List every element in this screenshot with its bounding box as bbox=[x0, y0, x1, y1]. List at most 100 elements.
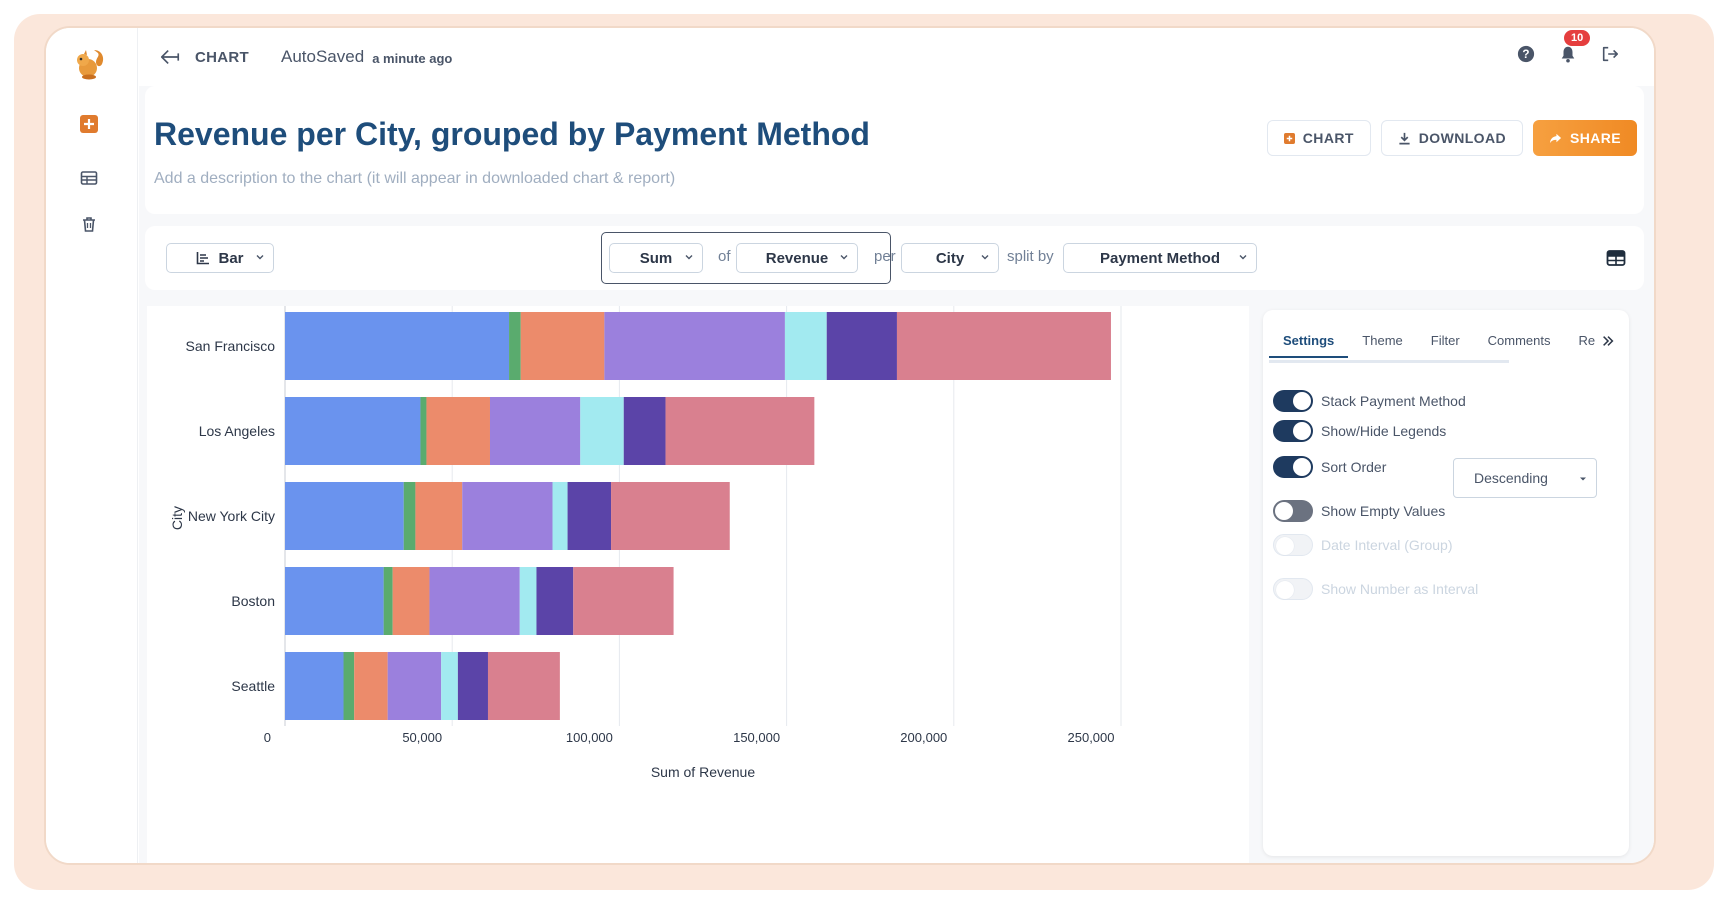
bar-segment-bank-transfer[interactable] bbox=[403, 482, 416, 550]
bar-segment-credit-card[interactable] bbox=[387, 652, 442, 720]
dimension-select[interactable]: City bbox=[901, 243, 999, 273]
bar-segment-stripe[interactable] bbox=[487, 652, 560, 720]
help-icon[interactable]: ? bbox=[1514, 42, 1538, 66]
aggregation-value: Sum bbox=[639, 249, 673, 267]
sort-toggle[interactable] bbox=[1273, 456, 1313, 478]
bar-segment-credit-card[interactable] bbox=[429, 567, 520, 635]
measure-select[interactable]: Revenue bbox=[736, 243, 858, 273]
bar-segment-paypal[interactable] bbox=[567, 482, 612, 550]
sort-order-value: Descending bbox=[1474, 470, 1548, 486]
sort-toggle-row: Sort Order bbox=[1273, 456, 1386, 478]
sort-order-select[interactable]: Descending bbox=[1453, 458, 1597, 498]
bar-segment-paypal[interactable] bbox=[623, 397, 666, 465]
bar-segment-stripe[interactable] bbox=[611, 482, 730, 550]
legend-item[interactable]: Bank transfer bbox=[481, 862, 579, 863]
add-chart-icon[interactable] bbox=[77, 112, 101, 136]
aggregation-select[interactable]: Sum bbox=[609, 243, 703, 273]
settings-panel: Settings Theme Filter Comments Re Stack … bbox=[1263, 310, 1629, 856]
chevron-down-icon bbox=[256, 255, 264, 260]
download-button[interactable]: DOWNLOAD bbox=[1380, 120, 1523, 156]
bar-segment-bank-transfer[interactable] bbox=[509, 312, 521, 380]
bar-segment-bank-transfer[interactable] bbox=[343, 652, 355, 720]
bar-segment-paypal[interactable] bbox=[457, 652, 488, 720]
chart-button[interactable]: CHART bbox=[1266, 120, 1371, 156]
legend-item[interactable]: Credit Card bbox=[671, 862, 758, 863]
share-button[interactable]: SHARE bbox=[1532, 120, 1637, 156]
bar-segment-stripe[interactable] bbox=[896, 312, 1111, 380]
bar-segment-apple-pay[interactable] bbox=[285, 482, 404, 550]
legends-toggle-label: Show/Hide Legends bbox=[1321, 423, 1447, 439]
tab-theme[interactable]: Theme bbox=[1362, 333, 1403, 348]
bar-segment-debit-card[interactable] bbox=[552, 482, 568, 550]
chart-canvas: San Francisco Los Angeles New York City Bos… bbox=[147, 306, 1249, 863]
bar-segment-cash[interactable] bbox=[354, 652, 388, 720]
chart-button-label: CHART bbox=[1302, 130, 1354, 146]
notification-bell-icon[interactable]: 10 bbox=[1556, 30, 1591, 66]
bar-segment-apple-pay[interactable] bbox=[285, 312, 510, 380]
chart-config-toolbar: Bar Sum of Revenue per City split by Pay… bbox=[145, 226, 1644, 290]
description-input[interactable]: Add a description to the chart (it will … bbox=[154, 170, 676, 187]
empty-values-toggle-row: Show Empty Values bbox=[1273, 500, 1445, 522]
app-window: CHART AutoSaved a minute ago ? 10 Revenu… bbox=[44, 26, 1656, 865]
legend-item[interactable]: Stripe bbox=[964, 862, 1016, 863]
bar-segment-debit-card[interactable] bbox=[519, 567, 537, 635]
bar-segment-paypal[interactable] bbox=[536, 567, 574, 635]
bar-segment-cash[interactable] bbox=[415, 482, 463, 550]
bar-segment-apple-pay[interactable] bbox=[285, 397, 421, 465]
back-arrow-icon[interactable] bbox=[157, 44, 183, 70]
bar-segment-cash[interactable] bbox=[426, 397, 490, 465]
bar-segment-debit-card[interactable] bbox=[580, 397, 624, 465]
bar-segment-credit-card[interactable] bbox=[462, 482, 553, 550]
stack-toggle[interactable] bbox=[1273, 390, 1313, 412]
empty-values-toggle[interactable] bbox=[1273, 500, 1313, 522]
tab-filter[interactable]: Filter bbox=[1430, 333, 1460, 348]
chart-title[interactable]: Revenue per City, grouped by Payment Met… bbox=[154, 116, 870, 152]
bar-segment-stripe[interactable] bbox=[665, 397, 815, 465]
bar-segment-apple-pay[interactable] bbox=[285, 652, 344, 720]
svg-text:?: ? bbox=[1522, 48, 1529, 61]
legend-item[interactable]: Paypal bbox=[884, 862, 942, 863]
bar-segment-debit-card[interactable] bbox=[784, 312, 827, 380]
legend-label: Stripe bbox=[979, 862, 1016, 863]
bar-segment-apple-pay[interactable] bbox=[285, 567, 384, 635]
stacked-bar-chart: San Francisco Los Angeles New York City Bos… bbox=[169, 306, 1122, 780]
tabs-scrollbar[interactable] bbox=[1269, 360, 1509, 363]
number-interval-label: Show Number as Interval bbox=[1321, 581, 1479, 597]
trash-icon[interactable] bbox=[77, 212, 101, 236]
legend-item[interactable]: Cash bbox=[602, 862, 650, 863]
tab-settings[interactable]: Settings bbox=[1269, 324, 1349, 358]
bar-segment-stripe[interactable] bbox=[573, 567, 674, 635]
sidebar bbox=[46, 28, 138, 863]
table-icon[interactable] bbox=[77, 166, 101, 190]
bar-segment-credit-card[interactable] bbox=[489, 397, 581, 465]
chart-legend: Apple Pay Bank transfer Cash Credit Card Deb… bbox=[147, 862, 1249, 863]
legends-toggle[interactable] bbox=[1273, 420, 1313, 442]
squirrel-logo-icon[interactable] bbox=[72, 46, 108, 82]
legend-item[interactable]: Apple Pay bbox=[381, 862, 460, 863]
sort-toggle-label: Sort Order bbox=[1321, 459, 1387, 475]
bar-segment-paypal[interactable] bbox=[826, 312, 897, 380]
tab-overflow[interactable]: Re bbox=[1578, 333, 1596, 348]
legend-item[interactable]: Debit Card bbox=[780, 862, 862, 863]
breadcrumb[interactable]: CHART bbox=[195, 48, 249, 66]
logout-icon[interactable] bbox=[1598, 42, 1622, 66]
bar-segment-cash[interactable] bbox=[392, 567, 430, 635]
x-tick-label: 0 bbox=[264, 730, 271, 745]
top-icons: ? 10 bbox=[1514, 30, 1622, 66]
tabs-scroll-right-icon[interactable] bbox=[1595, 328, 1621, 354]
bar-segment-bank-transfer[interactable] bbox=[383, 567, 393, 635]
split-field-select[interactable]: Payment Method bbox=[1063, 243, 1257, 273]
dimension-value: City bbox=[935, 249, 965, 267]
bar-segment-cash[interactable] bbox=[520, 312, 605, 380]
chevron-down-icon bbox=[840, 255, 848, 260]
empty-values-label: Show Empty Values bbox=[1321, 503, 1446, 519]
chart-type-select[interactable]: Bar bbox=[166, 243, 274, 273]
category-label: San Francisco bbox=[186, 338, 276, 354]
table-view-icon[interactable] bbox=[1606, 248, 1626, 268]
bar-segment-debit-card[interactable] bbox=[441, 652, 458, 720]
tab-comments[interactable]: Comments bbox=[1487, 333, 1551, 348]
bar-segment-credit-card[interactable] bbox=[604, 312, 785, 380]
measure-value: Revenue bbox=[765, 249, 829, 267]
share-button-label: SHARE bbox=[1569, 130, 1621, 146]
bar-segment-bank-transfer[interactable] bbox=[420, 397, 427, 465]
